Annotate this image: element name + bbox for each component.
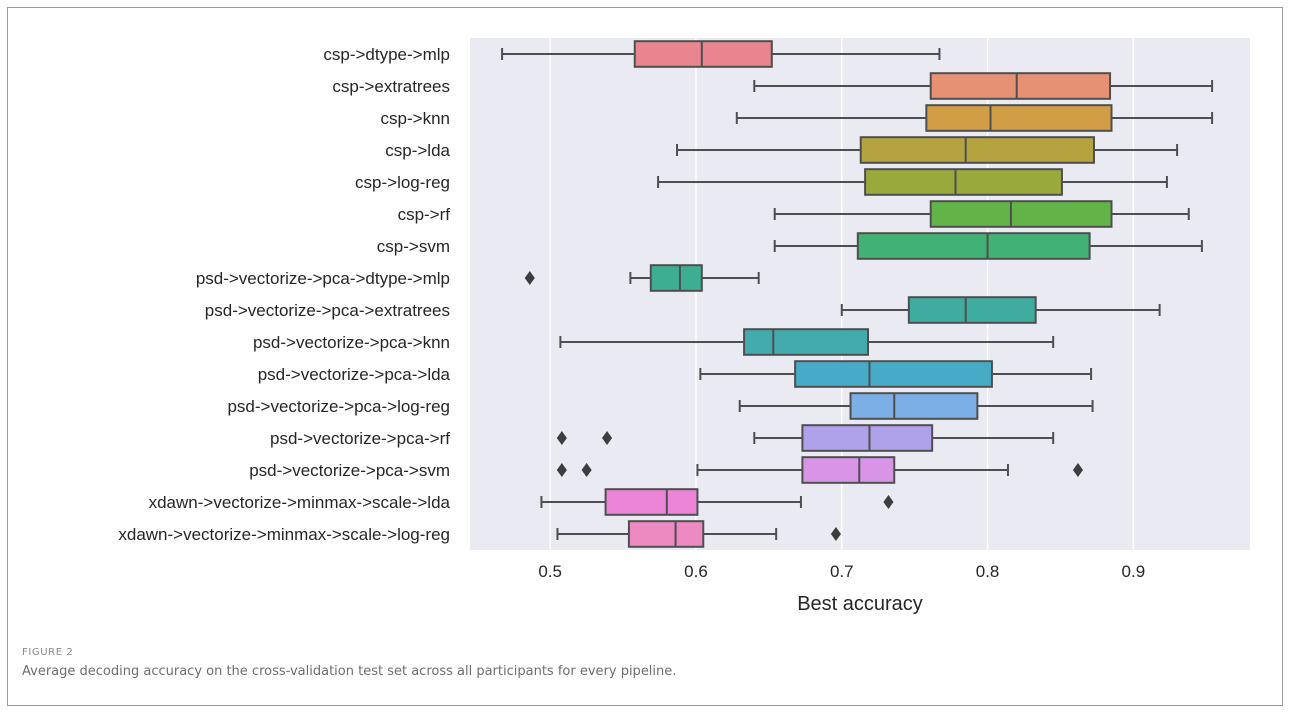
y-tick-label: csp->knn: [381, 109, 450, 128]
box: [925, 104, 1113, 132]
outlier-marker: [883, 495, 894, 509]
box: [604, 488, 699, 516]
outlier-marker: [556, 431, 567, 445]
x-tick-label: 0.8: [976, 562, 1000, 581]
x-axis-label: Best accuracy: [797, 593, 923, 615]
y-tick-label: csp->extratrees: [332, 77, 450, 96]
y-tick-label: csp->log-reg: [355, 173, 450, 192]
x-tick-label: 0.5: [538, 562, 562, 581]
y-tick-label: xdawn->vectorize->minmax->scale->lda: [149, 493, 451, 512]
outlier-marker: [524, 271, 535, 285]
y-tick-label: csp->rf: [398, 205, 451, 224]
y-tick-label: csp->lda: [385, 141, 450, 160]
box: [649, 264, 703, 292]
box: [929, 200, 1113, 228]
box: [801, 424, 934, 452]
y-tick-label: psd->vectorize->pca->log-reg: [227, 397, 450, 416]
outlier-marker: [830, 527, 841, 541]
box: [907, 296, 1037, 324]
y-tick-label: csp->svm: [377, 237, 450, 256]
figure-label: FIGURE 2: [22, 647, 74, 658]
box: [627, 520, 705, 548]
y-tick-label: psd->vectorize->pca->extratrees: [205, 301, 450, 320]
y-tick-label: csp->dtype->mlp: [323, 45, 450, 64]
y-tick-label: psd->vectorize->pca->knn: [253, 333, 450, 352]
outlier-marker: [602, 431, 613, 445]
box: [743, 328, 870, 356]
x-tick-label: 0.7: [830, 562, 854, 581]
x-tick-label: 0.9: [1122, 562, 1146, 581]
box: [856, 232, 1091, 260]
box: [794, 360, 993, 388]
box: [864, 168, 1063, 196]
box: [801, 456, 896, 484]
boxplot-chart: 0.5 0.6 0.7 0.8 0.9 Best accuracy csp->dtype->…: [118, 38, 1250, 615]
outlier-marker: [1072, 463, 1084, 477]
box: [859, 136, 1095, 164]
box: [633, 40, 773, 68]
box: [929, 72, 1112, 100]
y-tick-label: psd->vectorize->pca->lda: [258, 365, 451, 384]
figure-caption: Average decoding accuracy on the cross-v…: [22, 664, 677, 679]
y-tick-label: xdawn->vectorize->minmax->scale->log-reg: [118, 525, 450, 544]
y-tick-label: psd->vectorize->pca->dtype->mlp: [196, 269, 450, 288]
box: [849, 392, 979, 420]
x-tick-label: 0.6: [684, 562, 708, 581]
y-tick-label: psd->vectorize->pca->rf: [270, 429, 450, 448]
y-tick-label: psd->vectorize->pca->svm: [249, 461, 450, 480]
outlier-marker: [581, 463, 592, 477]
outlier-marker: [556, 463, 567, 477]
